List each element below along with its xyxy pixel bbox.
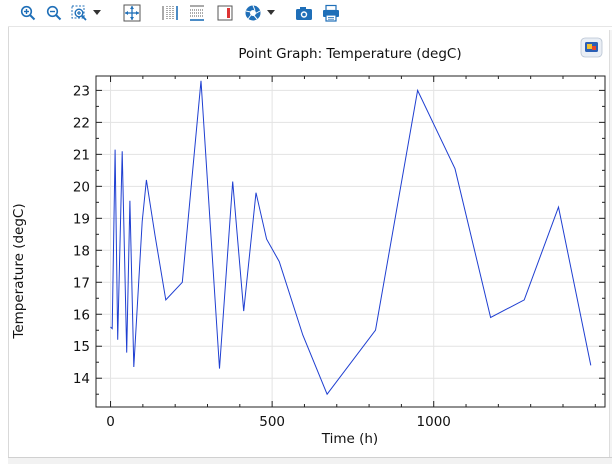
- y-tick-label: 17: [73, 275, 90, 291]
- x-grid-button[interactable]: [159, 2, 181, 24]
- graphics-toolbar: [8, 0, 612, 27]
- graph-area[interactable]: 14 15 16 17 18 19 20 21 22 23 0 500 1000 Point Graph…: [0, 27, 612, 457]
- y-axis-label: Temperature (degC): [11, 203, 27, 339]
- zoom-box-icon: [71, 5, 87, 21]
- y-tick-label: 18: [73, 243, 90, 259]
- y-tick-label: 15: [73, 339, 90, 355]
- printer-icon: [323, 4, 339, 22]
- status-strip: [8, 457, 612, 464]
- comsol-logo-icon: [580, 37, 603, 58]
- chart-title: Point Graph: Temperature (degC): [238, 46, 461, 62]
- x-tick-label: 500: [259, 414, 285, 430]
- x-axis-label: Time (h): [321, 431, 378, 447]
- y-tick-label: 22: [73, 115, 90, 131]
- zoom-out-button[interactable]: [43, 2, 65, 24]
- y-tick-label: 14: [73, 371, 90, 387]
- y-tick-label: 21: [73, 147, 90, 163]
- zoom-box-button[interactable]: [69, 2, 91, 24]
- series-line-temperature: [110, 80, 592, 396]
- y-grid-button[interactable]: [186, 2, 208, 24]
- zoom-out-icon: [46, 5, 62, 21]
- legend-button[interactable]: [214, 2, 236, 24]
- grid-lines: [96, 76, 605, 407]
- chevron-down-icon: [267, 10, 275, 15]
- point-graph-chart[interactable]: 14 15 16 17 18 19 20 21 22 23 0 500 1000 Point Graph…: [0, 27, 612, 457]
- plot-frame: [95, 75, 606, 408]
- aperture-icon: [245, 5, 261, 21]
- y-tick-label: 19: [73, 211, 90, 227]
- y-tick-label: 20: [73, 179, 90, 195]
- chevron-down-icon: [93, 10, 101, 15]
- legend-icon: [217, 5, 233, 21]
- axis-ticks: 14 15 16 17 18 19 20 21 22 23 0 500 1000: [73, 76, 605, 430]
- grid-horizontal-icon: [190, 5, 204, 21]
- image-snapshot-button[interactable]: [293, 2, 315, 24]
- x-tick-label: 0: [106, 414, 115, 430]
- color-table-button[interactable]: [242, 2, 264, 24]
- print-button[interactable]: [320, 2, 342, 24]
- y-tick-label: 16: [73, 307, 90, 323]
- zoom-extents-icon: [123, 4, 141, 22]
- grid-vertical-icon: [162, 6, 178, 20]
- camera-icon: [296, 7, 312, 20]
- zoom-extents-button[interactable]: [121, 2, 143, 24]
- y-tick-label: 23: [73, 83, 90, 99]
- zoom-in-button[interactable]: [17, 2, 39, 24]
- zoom-dropdown-button[interactable]: [90, 2, 104, 24]
- zoom-in-icon: [20, 5, 36, 21]
- scrollbar-track[interactable]: [609, 30, 612, 458]
- x-tick-label: 1000: [417, 414, 451, 430]
- color-dropdown-button[interactable]: [264, 2, 278, 24]
